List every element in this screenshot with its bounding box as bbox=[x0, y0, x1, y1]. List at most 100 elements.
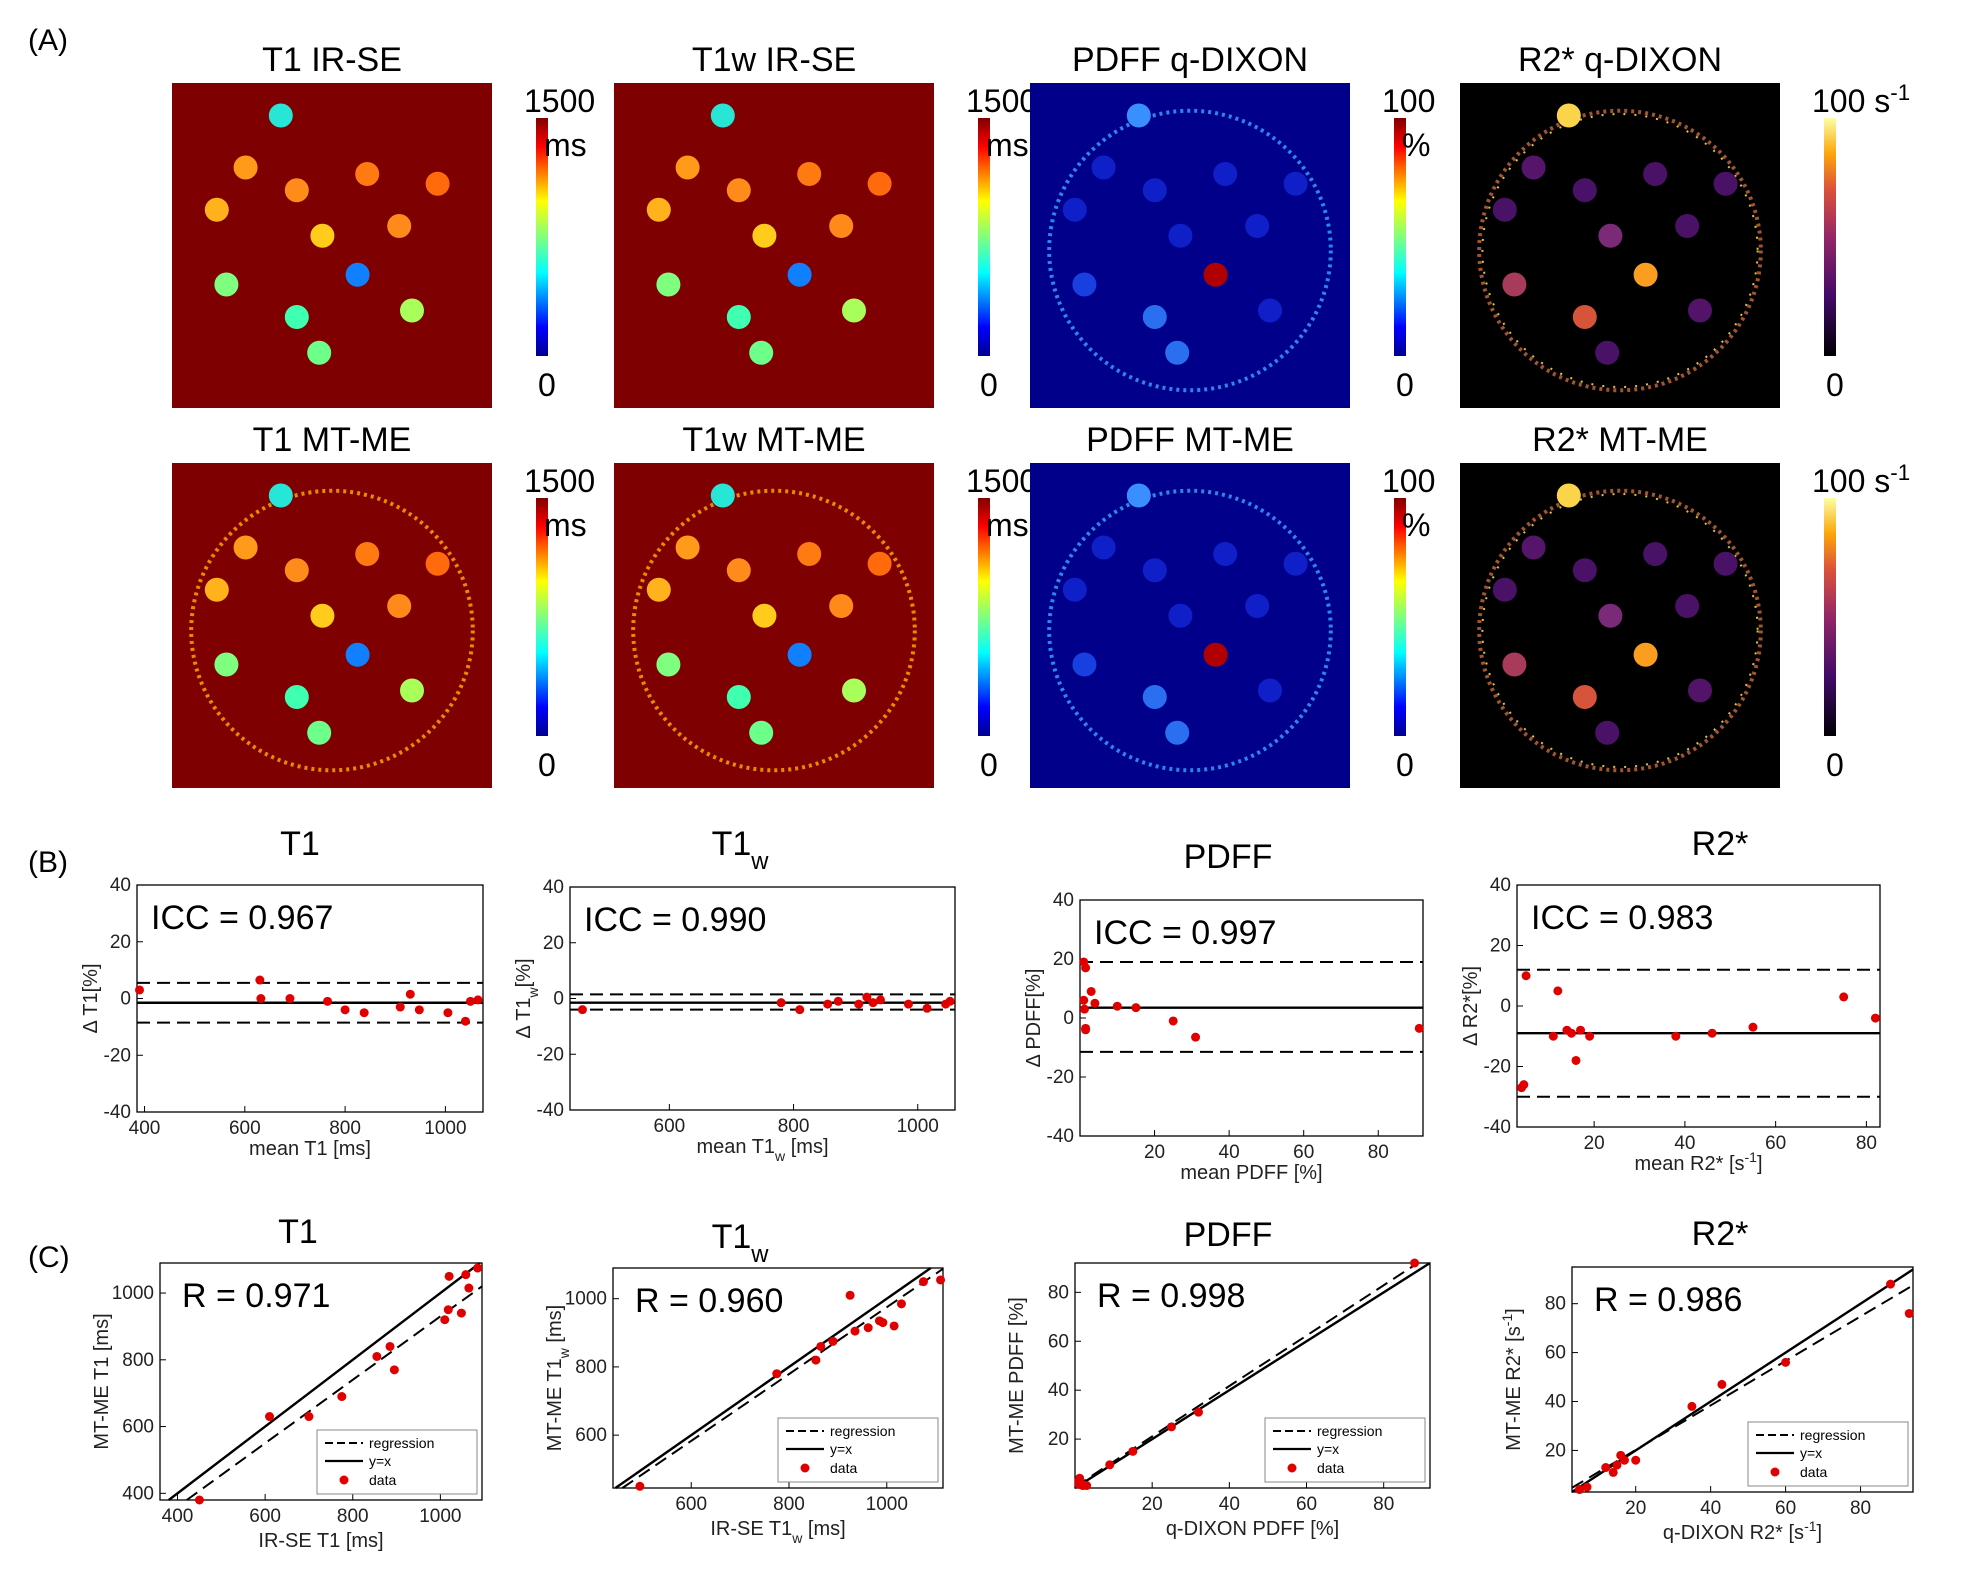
data-point bbox=[1576, 1025, 1586, 1035]
map-panel: PDFF MT-ME 100% 0 bbox=[1030, 421, 1435, 788]
phantom-vial bbox=[1126, 483, 1151, 508]
legend-data-swatch bbox=[1287, 1463, 1297, 1473]
chart-title: T1 bbox=[278, 1213, 318, 1251]
phantom-vial bbox=[284, 178, 309, 203]
colorbar-max-label: 1500 bbox=[524, 83, 595, 119]
phantom-vial bbox=[797, 542, 822, 566]
map-title: T1w IR-SE bbox=[692, 41, 856, 79]
data-point bbox=[1131, 1003, 1141, 1013]
data-point bbox=[1079, 1004, 1089, 1014]
colorbar-unit-label: ms bbox=[544, 127, 587, 163]
phantom-vial bbox=[710, 483, 735, 508]
data-point bbox=[1105, 1460, 1115, 1470]
legend-identity-label: y=x bbox=[830, 1441, 852, 1457]
colorbar bbox=[1394, 498, 1406, 736]
stat-annotation: ICC = 0.990 bbox=[584, 901, 766, 939]
y-tick-label: 40 bbox=[1490, 875, 1511, 896]
phantom-ring bbox=[631, 488, 917, 773]
chart-panel: T1w 600 800 1000 -40 -20 0 20 40 mean T1w [ms] Δ T… bbox=[513, 825, 956, 1164]
data-point bbox=[473, 1263, 483, 1273]
axes-frame bbox=[159, 1262, 483, 1501]
phantom-vial bbox=[1283, 551, 1308, 576]
y-tick-label: -40 bbox=[1484, 1117, 1511, 1138]
data-point bbox=[340, 1005, 350, 1015]
y-tick-label: 0 bbox=[1063, 1008, 1074, 1029]
data-point bbox=[464, 1283, 474, 1293]
data-point bbox=[1081, 963, 1091, 973]
x-tick-label: 20 bbox=[1625, 1498, 1646, 1519]
data-point bbox=[444, 1271, 454, 1281]
phantom-vial bbox=[1203, 642, 1228, 667]
colorbar-max-label: 100 bbox=[1382, 463, 1435, 499]
data-point bbox=[1612, 1460, 1622, 1470]
data-point bbox=[285, 994, 295, 1003]
colorbar-min-label: 0 bbox=[980, 367, 998, 403]
chart-title: T1w bbox=[712, 825, 770, 875]
x-tick-label: 80 bbox=[1856, 1133, 1877, 1154]
map-image bbox=[172, 83, 492, 408]
x-tick-label: 800 bbox=[329, 1118, 361, 1139]
data-point bbox=[443, 1305, 453, 1315]
map-panel: T1 IR-SE 1500 ms 0 bbox=[172, 41, 595, 408]
phantom-vial bbox=[829, 594, 854, 618]
chart-panel: T1w 600 800 1000 600 800 1000 IR-SE T1w [ms] MT-… bbox=[544, 1218, 946, 1546]
phantom-vial bbox=[752, 603, 777, 628]
y-tick-label: 60 bbox=[1048, 1331, 1069, 1352]
data-point bbox=[1574, 1485, 1584, 1495]
phantom-vial bbox=[345, 262, 370, 287]
phantom-vial bbox=[233, 155, 258, 180]
colorbar-unit-label: ms bbox=[986, 507, 1029, 543]
phantom-ring bbox=[189, 488, 475, 773]
colorbar-min-label: 0 bbox=[980, 747, 998, 783]
data-point bbox=[1090, 998, 1100, 1008]
colorbar-unit-label: ms bbox=[986, 127, 1029, 163]
stat-annotation: R = 0.998 bbox=[1097, 1277, 1245, 1315]
data-point bbox=[1081, 1023, 1091, 1033]
data-point bbox=[473, 995, 483, 1005]
chart-title: PDFF bbox=[1184, 838, 1273, 876]
stat-annotation: R = 0.971 bbox=[182, 1277, 330, 1315]
y-axis-label: MT-ME R2* [s-1] bbox=[1499, 1308, 1525, 1450]
phantom-vial bbox=[1142, 558, 1167, 583]
panel-label-b: (B) bbox=[28, 846, 68, 879]
y-tick-label: 800 bbox=[575, 1357, 607, 1378]
y-tick-label: 600 bbox=[575, 1425, 607, 1446]
legend-identity-label: y=x bbox=[1317, 1441, 1339, 1457]
y-tick-label: 0 bbox=[120, 989, 131, 1010]
map-title: R2* MT-ME bbox=[1532, 421, 1708, 459]
data-point bbox=[1870, 1013, 1880, 1023]
colorbar-max-label: 1500 bbox=[966, 83, 1037, 119]
phantom-vial bbox=[842, 298, 866, 323]
chart-panel: PDFF 20 40 60 80 20 40 60 80 q-DIXON PDFF [%] MT-M… bbox=[1006, 1216, 1431, 1540]
phantom-vial bbox=[1572, 178, 1597, 203]
phantom-vial bbox=[268, 103, 293, 128]
data-point bbox=[936, 1275, 946, 1285]
phantom-vial bbox=[204, 197, 229, 222]
phantom-ring-highlight bbox=[1481, 113, 1759, 388]
phantom-vial bbox=[1126, 103, 1151, 128]
legend-data-label: data bbox=[369, 1472, 396, 1488]
data-point bbox=[811, 1355, 821, 1365]
data-point bbox=[850, 1326, 860, 1336]
y-tick-label: 40 bbox=[543, 877, 564, 898]
legend: regression y=x data bbox=[316, 1429, 478, 1495]
y-tick-label: -20 bbox=[104, 1045, 131, 1066]
data-point bbox=[1571, 1055, 1581, 1065]
data-point bbox=[1631, 1455, 1641, 1465]
phantom-ring bbox=[1477, 488, 1763, 773]
data-point bbox=[385, 1341, 395, 1351]
data-point bbox=[878, 1318, 888, 1328]
data-point bbox=[304, 1412, 314, 1422]
data-point bbox=[1079, 995, 1089, 1005]
x-axis-label: IR-SE T1 [ms] bbox=[258, 1530, 383, 1552]
x-tick-label: 20 bbox=[1142, 1494, 1163, 1515]
y-tick-label: 40 bbox=[1545, 1392, 1566, 1413]
data-point bbox=[1553, 986, 1563, 996]
map-image bbox=[1460, 83, 1780, 408]
phantom-vial bbox=[1521, 155, 1546, 180]
legend-identity-label: y=x bbox=[369, 1453, 391, 1469]
legend: regression y=x data bbox=[777, 1417, 939, 1483]
phantom-vial bbox=[842, 678, 866, 703]
phantom-vial bbox=[787, 642, 812, 667]
